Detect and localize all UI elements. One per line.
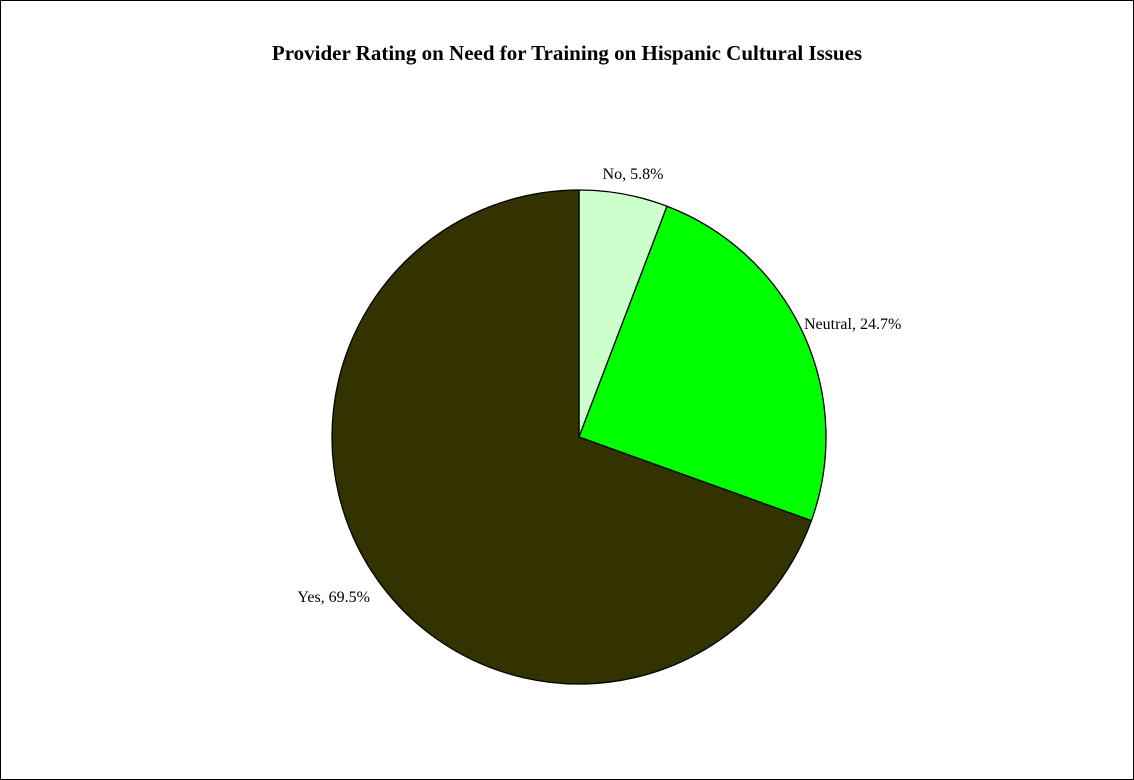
pie-slices (331, 189, 827, 685)
pie-slice-yes (331, 189, 813, 685)
pie-slice-neutral (578, 205, 827, 522)
slice-label-yes: Yes, 69.5% (297, 589, 370, 606)
chart-title: Provider Rating on Need for Training on … (271, 41, 863, 65)
pie-labels: No, 5.8% Neutral, 24.7% Yes, 69.5% (297, 166, 901, 606)
slice-label-neutral: Neutral, 24.7% (804, 316, 901, 333)
slice-label-no: No, 5.8% (603, 166, 664, 183)
